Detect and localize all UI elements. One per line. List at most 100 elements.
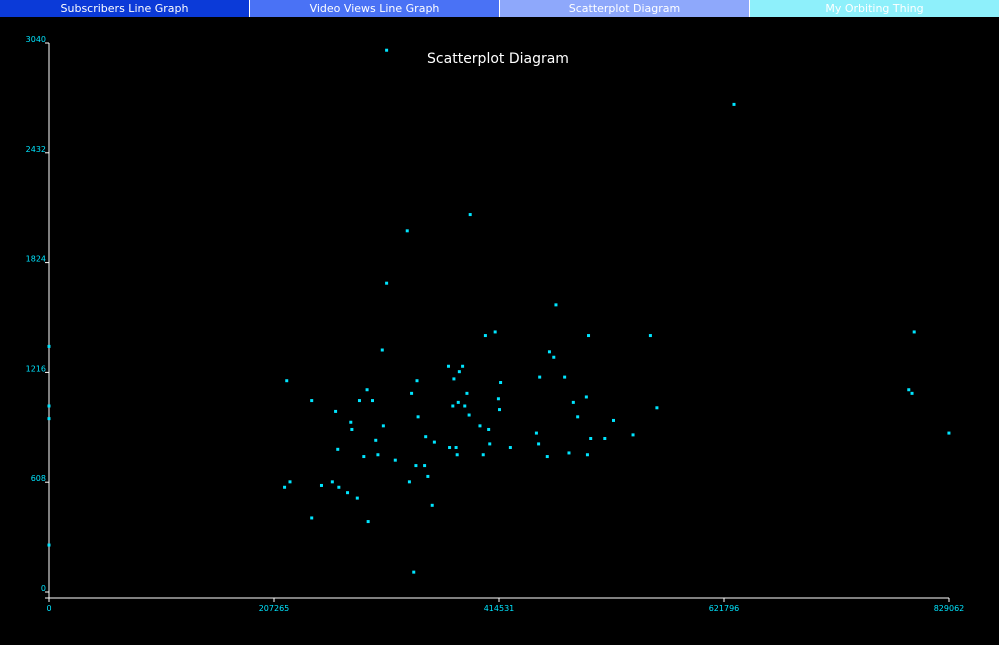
data-point: [487, 427, 491, 431]
data-point: [412, 570, 416, 574]
data-point: [346, 491, 350, 495]
data-point: [330, 480, 334, 484]
data-point: [414, 464, 418, 468]
chart-title: Scatterplot Diagram: [427, 51, 569, 67]
data-point: [310, 399, 314, 403]
data-point: [603, 436, 607, 440]
data-point: [366, 520, 370, 524]
data-point: [288, 480, 292, 484]
data-point: [47, 417, 51, 421]
data-point: [467, 413, 471, 417]
tab-video-views-line-graph[interactable]: Video Views Line Graph: [250, 0, 500, 17]
data-point: [47, 344, 51, 348]
data-point: [424, 435, 428, 439]
y-tick-label: 3040: [26, 35, 46, 44]
data-point: [47, 543, 51, 547]
x-tick-label: 829062: [934, 604, 965, 613]
data-point: [385, 281, 389, 285]
data-point: [357, 399, 361, 403]
data-point: [380, 348, 384, 352]
data-point: [463, 404, 467, 408]
data-point: [407, 480, 411, 484]
data-point: [563, 375, 567, 379]
data-point: [907, 388, 911, 392]
data-point: [547, 350, 551, 354]
data-point: [457, 370, 461, 374]
data-point: [456, 400, 460, 404]
data-point: [631, 433, 635, 437]
data-point: [452, 377, 456, 381]
data-point: [567, 451, 571, 455]
data-point: [537, 442, 541, 446]
data-point: [376, 453, 380, 457]
data-point: [481, 453, 485, 457]
data-point: [732, 102, 736, 106]
data-point: [910, 391, 914, 395]
data-point: [47, 404, 51, 408]
data-point: [499, 381, 503, 385]
tab-scatterplot-diagram[interactable]: Scatterplot Diagram: [500, 0, 750, 17]
data-point: [468, 213, 472, 217]
data-point: [498, 408, 502, 412]
y-tick-label: 608: [31, 474, 46, 483]
data-point: [415, 379, 419, 383]
data-point: [336, 447, 340, 451]
data-point: [337, 485, 341, 489]
x-tick-label: 414531: [484, 604, 515, 613]
data-point: [465, 391, 469, 395]
data-point: [355, 496, 359, 500]
data-point: [430, 503, 434, 507]
data-point: [589, 436, 593, 440]
data-point: [451, 404, 455, 408]
data-point: [448, 446, 452, 450]
data-point: [538, 375, 542, 379]
data-point: [405, 229, 409, 233]
data-point: [584, 395, 588, 399]
data-point: [655, 406, 659, 410]
data-point: [587, 334, 591, 338]
data-point: [947, 431, 951, 435]
data-point: [426, 474, 430, 478]
tab-subscribers-line-graph[interactable]: Subscribers Line Graph: [0, 0, 250, 17]
data-point: [350, 427, 354, 431]
data-point: [393, 458, 397, 462]
scatterplot-chart: Scatterplot Diagram 0 608 1216 1824 2432 3040…: [26, 35, 965, 613]
data-point: [493, 330, 497, 334]
axes: 0 608 1216 1824 2432 3040 0 207265 414531 621796 8…: [26, 35, 965, 613]
data-point: [283, 485, 287, 489]
y-tick-label: 1216: [26, 364, 46, 373]
data-point: [611, 418, 615, 422]
data-point: [423, 464, 427, 468]
data-point: [483, 334, 487, 338]
data-point: [545, 455, 549, 459]
y-tick-label: 1824: [26, 255, 46, 264]
data-point: [496, 397, 500, 401]
data-point: [508, 446, 512, 450]
data-point: [585, 453, 589, 457]
data-point: [285, 379, 289, 383]
data-point: [554, 303, 558, 307]
data-point: [365, 388, 369, 392]
y-tick-label: 2432: [26, 145, 46, 154]
data-point: [478, 424, 482, 428]
data-point: [488, 442, 492, 446]
tab-bar: Subscribers Line Graph Video Views Line …: [0, 0, 999, 17]
data-point: [370, 399, 374, 403]
x-tick-label: 0: [46, 604, 51, 613]
data-point: [334, 409, 338, 413]
data-point: [416, 415, 420, 419]
data-point: [446, 364, 450, 368]
data-point: [455, 453, 459, 457]
data-points: [47, 48, 951, 574]
data-point: [552, 355, 556, 359]
data-point: [385, 48, 389, 52]
data-point: [648, 334, 652, 338]
data-point: [349, 420, 353, 424]
data-point: [310, 516, 314, 520]
data-point: [432, 440, 436, 444]
tab-my-orbiting-thing[interactable]: My Orbiting Thing: [750, 0, 999, 17]
data-point: [362, 455, 366, 459]
data-point: [534, 431, 538, 435]
x-tick-label: 207265: [259, 604, 290, 613]
data-point: [381, 424, 385, 428]
